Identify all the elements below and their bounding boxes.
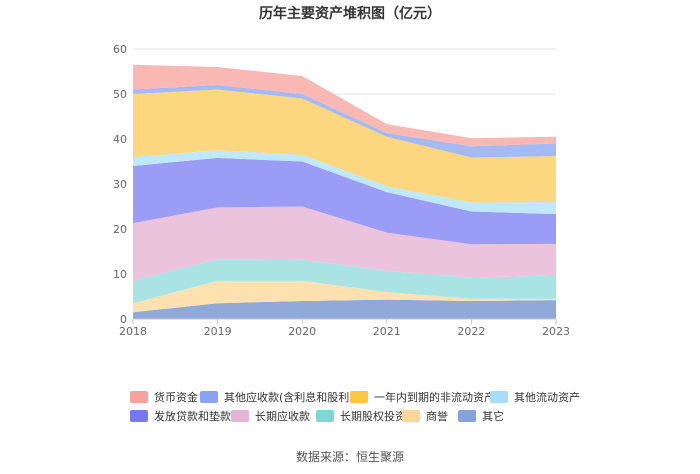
area-series-6 <box>133 89 556 203</box>
legend: 货币资金 其他应收款(含利息和股利) 一年内到期的非流动资产 其他流动资产发放贷款和垫… <box>130 390 580 423</box>
area-series-5 <box>133 150 556 215</box>
legend-item[interactable]: 长期应收款 <box>231 409 310 423</box>
legend-label: 货币资金 <box>154 390 198 404</box>
area-series-3 <box>133 206 556 281</box>
area-series-7 <box>133 85 556 158</box>
legend-label: 其它 <box>482 409 504 423</box>
legend-label: 商誉 <box>426 409 448 423</box>
legend-label: 一年内到期的非流动资产 <box>374 390 495 404</box>
area-series-4 <box>133 157 556 245</box>
legend-item[interactable]: 商誉 <box>402 409 448 423</box>
area-series-group <box>133 64 556 319</box>
y-tick-label: 20 <box>113 223 127 236</box>
legend-item[interactable]: 其它 <box>458 409 504 423</box>
legend-swatch <box>130 391 148 403</box>
legend-item[interactable]: 长期股权投资 <box>316 409 406 423</box>
legend-swatch <box>350 391 368 403</box>
x-tick-label: 2019 <box>204 325 232 338</box>
legend-swatch <box>231 410 249 422</box>
y-tick-label: 30 <box>113 178 127 191</box>
legend-label: 长期应收款 <box>255 409 310 423</box>
legend-swatch <box>130 410 148 422</box>
y-tick-label: 40 <box>113 133 127 146</box>
x-tick-label: 2020 <box>288 325 316 338</box>
legend-swatch <box>490 391 508 403</box>
axes: 0 10 20 30 40 50 60 2018 2019 2020 2021 2022 2023 <box>113 43 570 338</box>
legend-swatch <box>200 391 218 403</box>
x-tick-label: 2022 <box>457 325 485 338</box>
area-series-1 <box>133 280 556 313</box>
area-series-2 <box>133 259 556 304</box>
legend-item[interactable]: 一年内到期的非流动资产 <box>350 390 495 404</box>
x-tick-label: 2018 <box>119 325 147 338</box>
data-source: 数据来源：恒生聚源 <box>296 449 404 464</box>
y-tick-label: 0 <box>120 313 127 326</box>
legend-label: 其他应收款(含利息和股利) <box>224 390 354 404</box>
legend-swatch <box>458 410 476 422</box>
x-tick-label: 2021 <box>373 325 401 338</box>
legend-label: 长期股权投资 <box>340 409 406 423</box>
legend-item[interactable]: 其他应收款(含利息和股利) <box>200 390 354 404</box>
legend-swatch <box>316 410 334 422</box>
legend-item[interactable]: 货币资金 <box>130 390 198 404</box>
y-tick-label: 10 <box>113 268 127 281</box>
area-series-8 <box>133 64 556 147</box>
chart-title: 历年主要资产堆积图（亿元） <box>259 5 441 22</box>
x-tick-label: 2023 <box>542 325 570 338</box>
legend-swatch <box>402 410 420 422</box>
legend-label: 发放贷款和垫款 <box>154 409 231 423</box>
legend-item[interactable]: 发放贷款和垫款 <box>130 409 231 423</box>
area-series-0 <box>133 299 556 319</box>
legend-item[interactable]: 其他流动资产 <box>490 390 580 404</box>
y-tick-label: 50 <box>113 88 127 101</box>
y-tick-label: 60 <box>113 43 127 56</box>
legend-label: 其他流动资产 <box>514 390 580 404</box>
